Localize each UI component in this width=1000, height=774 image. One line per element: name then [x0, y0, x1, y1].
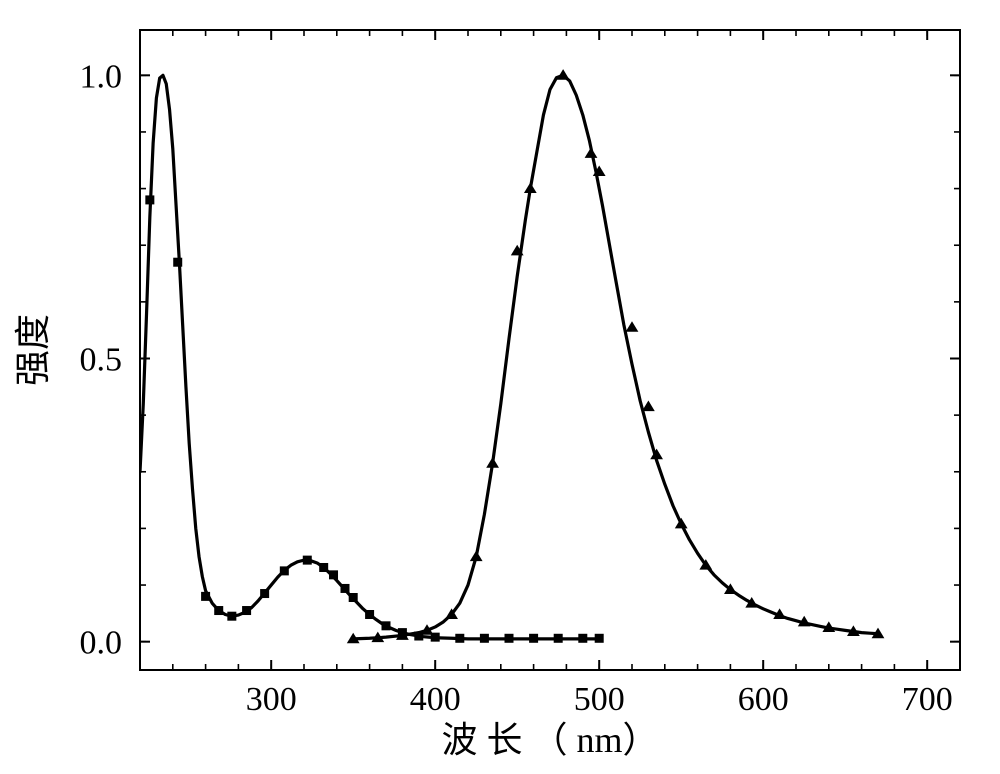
y-tick-label: 0.5: [80, 341, 123, 378]
spectrum-chart: 300 400 500 600 700 0.0 0.5 1.0 波 长 （ nm） 强度: [0, 0, 1000, 774]
x-axis-label: 波 长 （ nm）: [441, 720, 658, 760]
marker-square: [319, 563, 328, 572]
marker-square: [349, 593, 358, 602]
marker-square: [145, 195, 154, 204]
marker-square: [173, 258, 182, 267]
y-tick-label: 0.0: [80, 625, 123, 662]
marker-square: [455, 634, 464, 643]
chart-svg: 300 400 500 600 700 0.0 0.5 1.0 波 长 （ nm） 强度: [0, 0, 1000, 774]
marker-square: [595, 634, 604, 643]
marker-square: [341, 584, 350, 593]
x-tick-label: 600: [738, 681, 789, 718]
marker-square: [303, 556, 312, 565]
x-tick-label: 400: [410, 681, 461, 718]
marker-square: [382, 621, 391, 630]
marker-square: [480, 634, 489, 643]
x-tick-label: 700: [902, 681, 953, 718]
marker-square: [201, 592, 210, 601]
x-tick-label: 300: [246, 681, 297, 718]
x-tick-label: 500: [574, 681, 625, 718]
marker-square: [227, 612, 236, 621]
y-tick-label: 1.0: [80, 58, 123, 95]
marker-square: [365, 610, 374, 619]
marker-square: [554, 634, 563, 643]
marker-square: [242, 606, 251, 615]
marker-square: [214, 606, 223, 615]
marker-square: [529, 634, 538, 643]
marker-square: [260, 589, 269, 598]
marker-square: [578, 634, 587, 643]
marker-square: [329, 570, 338, 579]
marker-square: [280, 566, 289, 575]
y-axis-label: 强度: [13, 314, 53, 386]
marker-square: [505, 634, 514, 643]
